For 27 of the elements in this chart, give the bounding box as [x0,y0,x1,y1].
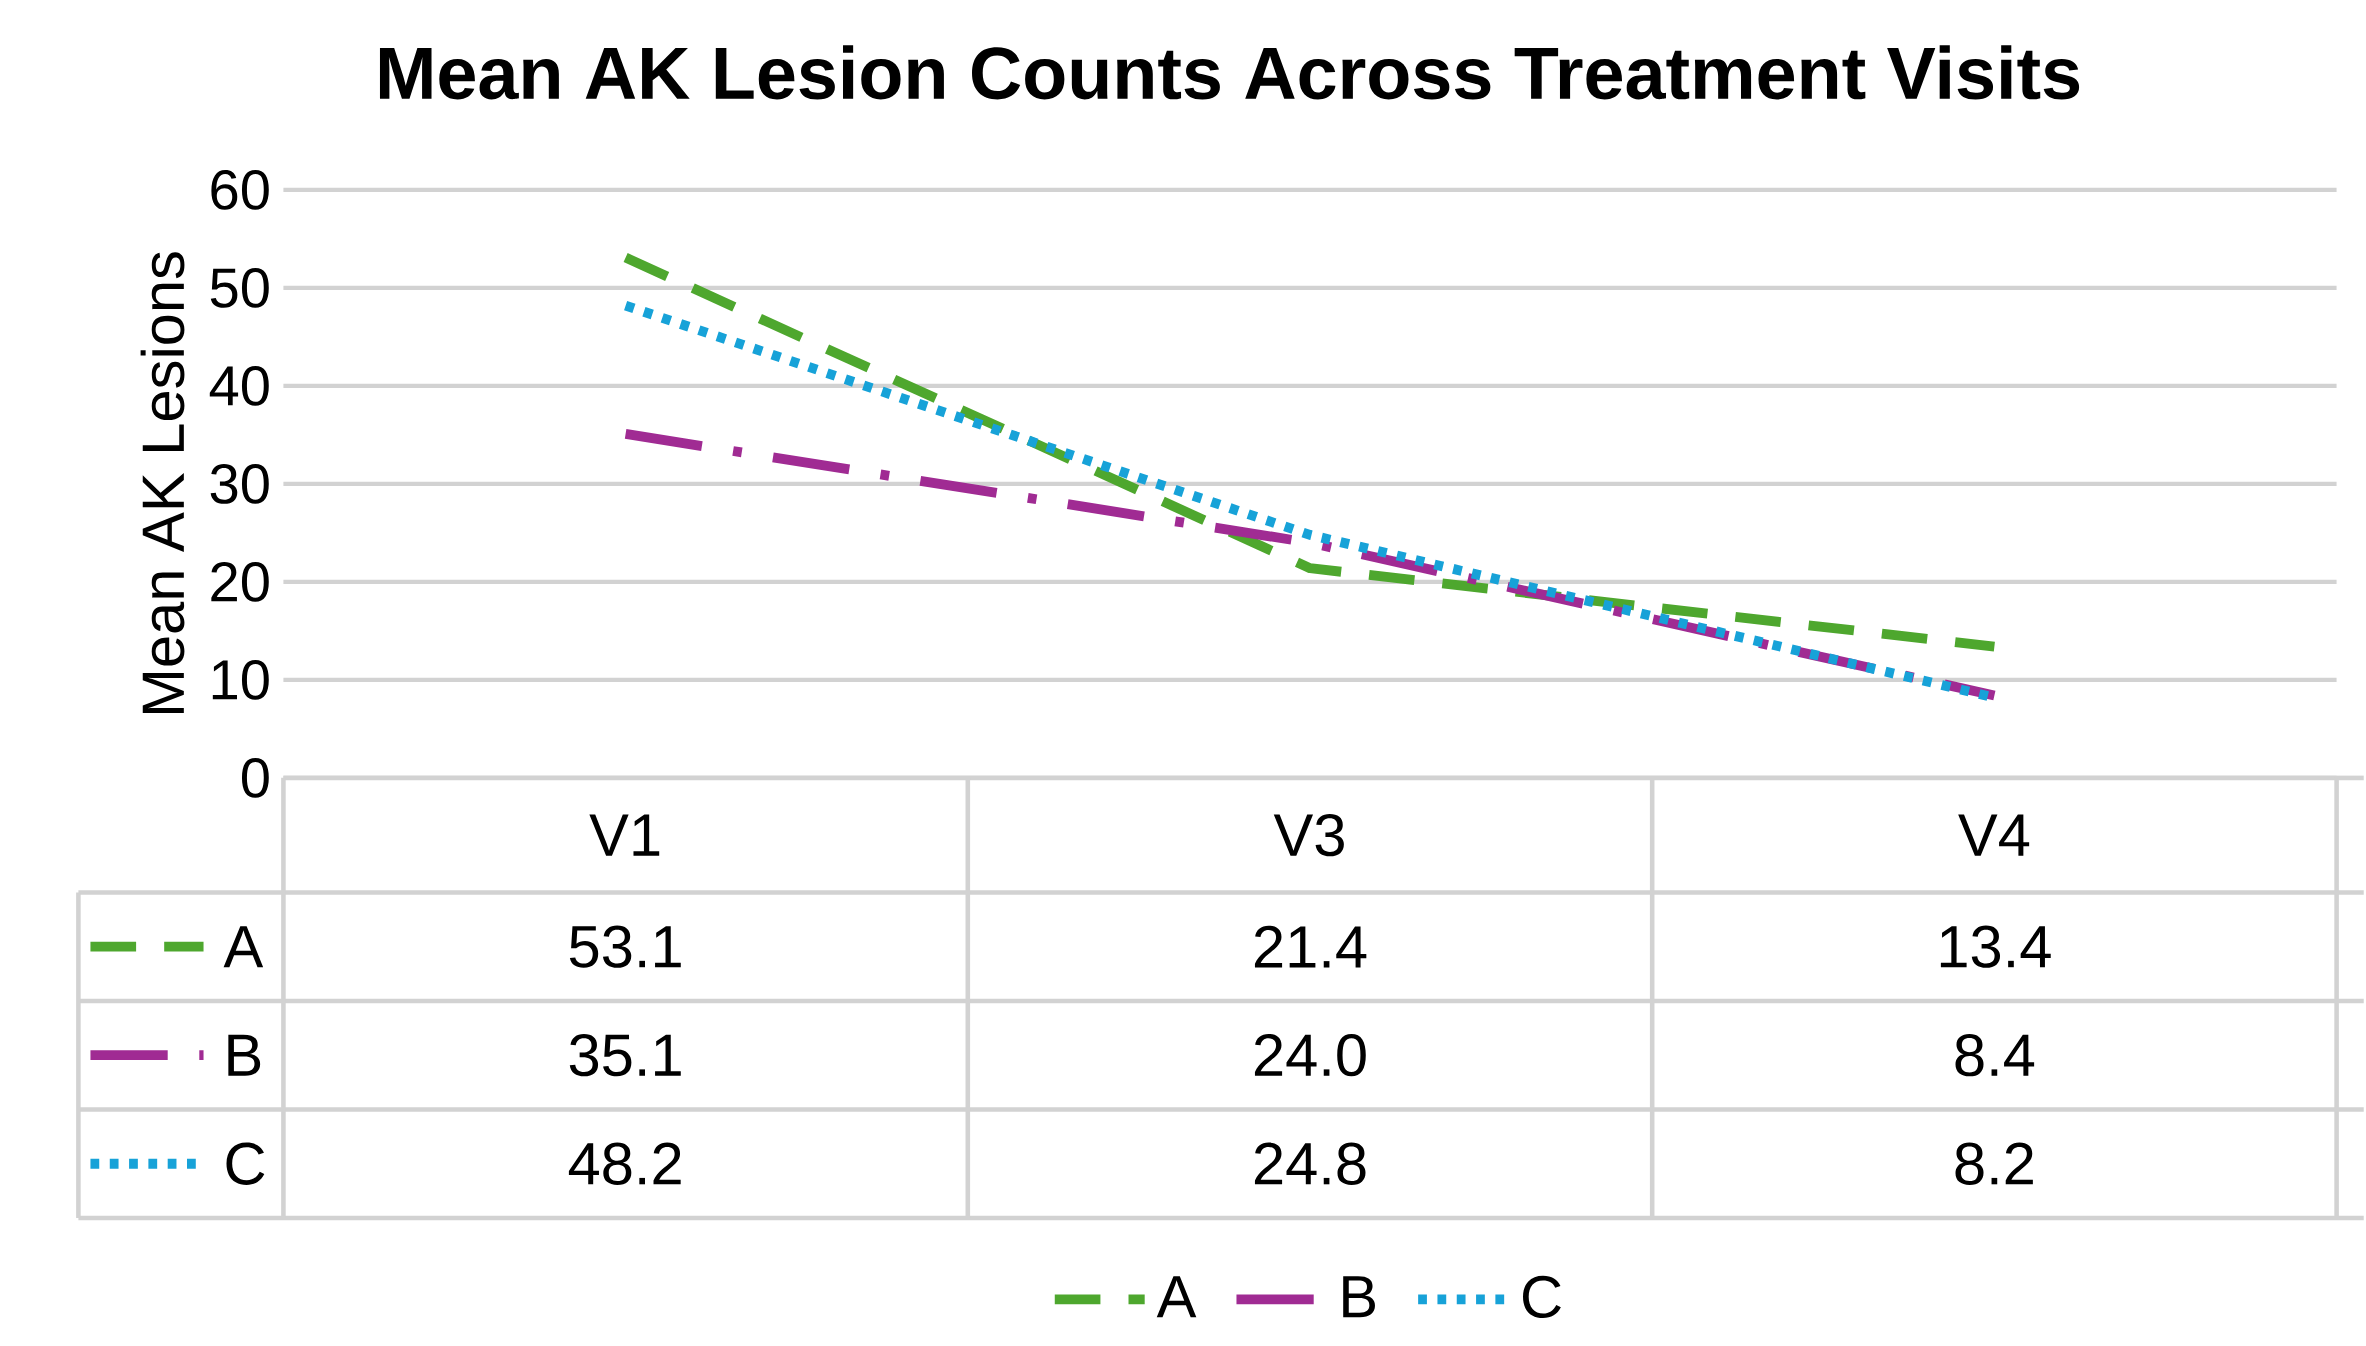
y-tick-label: 10 [212,659,269,700]
chart-title: Mean AK Lesion Counts Across Treatment Visits [379,45,2080,100]
legend-label: A [223,926,264,968]
data-label: 13.4 [1940,925,2051,968]
data-label: 24.0 [1254,1034,1366,1077]
y-tick-label: 0 [241,757,269,798]
x-tick-label: V4 [1958,814,2030,856]
y-tick-label: 60 [211,170,269,210]
legend-label: B [228,1034,261,1076]
y-tick-label: 40 [209,365,269,406]
y-axis-title: Mean AK Lesions [140,252,185,713]
y-tick-label: 50 [210,268,269,308]
data-label: 24.8 [1254,1142,1366,1185]
data-label: 8.4 [1955,1034,2035,1077]
data-label: 35.1 [569,1034,681,1077]
y-tick-label: 20 [211,561,269,602]
legend-label: C [226,1142,265,1185]
data-label: 21.4 [1254,925,1367,968]
data-label: 53.1 [569,925,681,968]
y-tick-label: 30 [210,463,269,504]
text: A [1156,1276,1197,1318]
text: B [1343,1276,1375,1318]
data-label: 8.2 [1955,1142,2033,1185]
text: C [1523,1275,1561,1319]
x-tick-label: V1 [589,814,660,856]
x-tick-label: V3 [1273,813,1344,857]
data-label: 48.2 [568,1142,681,1185]
